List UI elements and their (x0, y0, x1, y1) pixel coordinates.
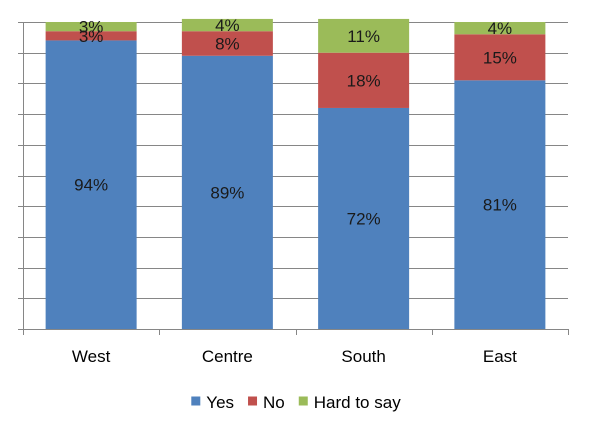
data-label: 81% (483, 196, 517, 215)
data-label: 15% (483, 48, 517, 67)
category-label: Centre (202, 347, 253, 366)
bar-segment-no (45, 31, 137, 41)
category-label: West (72, 347, 111, 366)
legend-label: Hard to say (314, 393, 401, 412)
category-label: South (341, 347, 385, 366)
legend-swatch-no (248, 396, 258, 406)
data-label: 3% (79, 18, 104, 37)
axes: West Centre South East (18, 22, 569, 366)
bar-segment-yes (454, 80, 546, 329)
legend: Yes No Hard to say (191, 393, 401, 412)
data-label: 72% (347, 209, 381, 228)
data-label: 18% (347, 71, 381, 90)
data-label: 8% (215, 34, 240, 53)
bar-segment-hard-to-say (45, 22, 137, 32)
bar-segment-yes (181, 55, 273, 330)
legend-swatch-yes (191, 396, 201, 406)
data-label: 11% (347, 27, 380, 46)
bar-segment-hard-to-say (454, 22, 546, 35)
data-label: 94% (74, 176, 108, 195)
legend-label: Yes (206, 393, 234, 412)
data-label: 4% (215, 16, 240, 35)
bar-segment-no (318, 52, 410, 108)
data-label: 3% (79, 27, 104, 46)
data-labels: 94%3%3%89%8%4%72%18%11%81%15%4% (74, 16, 517, 228)
data-label: 89% (210, 183, 244, 202)
bar-segment-yes (45, 40, 137, 330)
bars (45, 18, 546, 330)
data-label: 4% (488, 19, 513, 38)
bar-segment-yes (318, 107, 410, 330)
bar-segment-no (181, 31, 273, 56)
category-label: East (483, 347, 517, 366)
legend-label: No (263, 393, 285, 412)
bar-segment-hard-to-say (318, 18, 410, 53)
bar-segment-hard-to-say (181, 18, 273, 32)
legend-swatch-hard-to-say (298, 396, 308, 406)
bar-segment-no (454, 34, 546, 81)
